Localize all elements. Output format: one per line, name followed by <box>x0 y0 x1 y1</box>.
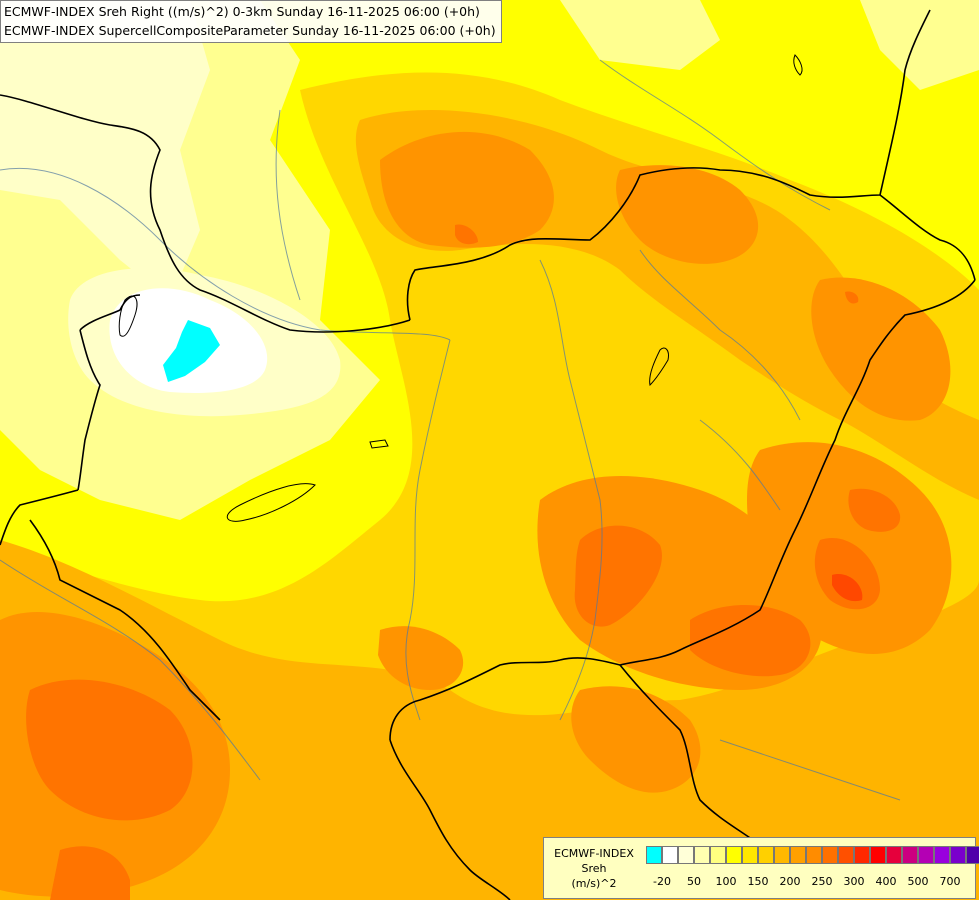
legend-swatch <box>950 846 966 864</box>
field-orange-s <box>571 686 701 793</box>
legend-tick-label: 400 <box>875 875 897 888</box>
legend-swatch <box>662 846 678 864</box>
country-border <box>879 194 976 281</box>
map-title-line1: ECMWF-INDEX Sreh Right ((m/s)^2) 0-3km S… <box>4 4 480 19</box>
field-darkorange-e <box>814 538 880 610</box>
legend-tick-label: -20 <box>653 875 671 888</box>
legend-swatch <box>758 846 774 864</box>
legend-unit: (m/s)^2 <box>571 877 617 890</box>
legend-swatch <box>694 846 710 864</box>
river-line <box>405 339 451 721</box>
river-line <box>699 419 781 511</box>
lake-outline <box>793 54 803 76</box>
lake-outline <box>369 439 389 449</box>
map-title-line2: ECMWF-INDEX SupercellCompositeParameter … <box>4 23 496 38</box>
country-border <box>0 94 411 333</box>
field-cyan-blob <box>163 320 220 382</box>
lake-outline <box>118 295 138 337</box>
legend-tick-label: 250 <box>811 875 833 888</box>
legend-swatch <box>774 846 790 864</box>
field-darkorange-ne <box>845 291 859 304</box>
legend-swatch <box>742 846 758 864</box>
river-line <box>539 259 603 721</box>
legend-swatch <box>870 846 886 864</box>
river-line <box>275 109 301 301</box>
field-darkorange-c <box>574 525 662 627</box>
river-line <box>639 249 801 421</box>
field-darkorange-e2 <box>848 488 901 532</box>
legend-param: Sreh <box>581 862 607 875</box>
legend-tick-label: 100 <box>715 875 737 888</box>
legend-swatch <box>854 846 870 864</box>
field-darkorange-c2 <box>690 605 811 677</box>
field-amber-south <box>0 540 979 900</box>
river-line <box>0 559 261 781</box>
legend-swatch <box>790 846 806 864</box>
legend-tick-label: 200 <box>779 875 801 888</box>
field-redorange-e <box>832 574 863 602</box>
map-title-box: ECMWF-INDEX Sreh Right ((m/s)^2) 0-3km S… <box>0 0 502 43</box>
legend-swatch <box>710 846 726 864</box>
field-orange-sc <box>378 626 464 690</box>
river-line <box>719 739 901 801</box>
legend-tick-label: 150 <box>747 875 769 888</box>
river-line <box>0 168 451 341</box>
legend-swatch <box>934 846 950 864</box>
field-darkorange-n <box>455 224 478 245</box>
legend-swatch <box>918 846 934 864</box>
legend-swatch <box>646 846 662 864</box>
country-border <box>0 489 79 546</box>
legend-tick-label: 300 <box>843 875 865 888</box>
country-border <box>77 329 101 491</box>
field-orange-n2 <box>616 165 759 264</box>
rivers-layer <box>0 59 901 801</box>
legend-swatch <box>838 846 854 864</box>
lake-outline <box>227 483 316 522</box>
field-orange-n1 <box>380 131 554 248</box>
legend-tick-label: 700 <box>939 875 961 888</box>
country-border <box>559 279 976 666</box>
lake-outline <box>649 347 669 387</box>
country-border <box>29 519 221 721</box>
legend-swatch <box>678 846 694 864</box>
field-darkorange-sw <box>26 679 193 821</box>
color-legend: ECMWF-INDEX Sreh (m/s)^2 -20 50 100 150 200 2… <box>543 837 979 899</box>
field-light-ne <box>860 0 979 90</box>
legend-swatch <box>822 846 838 864</box>
field-light-n <box>560 0 720 70</box>
legend-tick-label: 500 <box>907 875 929 888</box>
legend-swatch <box>886 846 902 864</box>
legend-swatch <box>902 846 918 864</box>
country-border <box>406 9 931 321</box>
legend-source: ECMWF-INDEX <box>554 847 634 860</box>
legend-swatch <box>806 846 822 864</box>
legend-tick-label: 50 <box>687 875 701 888</box>
legend-swatch <box>726 846 742 864</box>
river-line <box>599 59 831 211</box>
field-darkorange-sw2 <box>50 846 130 900</box>
country-border <box>389 659 561 741</box>
legend-swatch <box>966 846 979 864</box>
country-border <box>389 739 511 900</box>
